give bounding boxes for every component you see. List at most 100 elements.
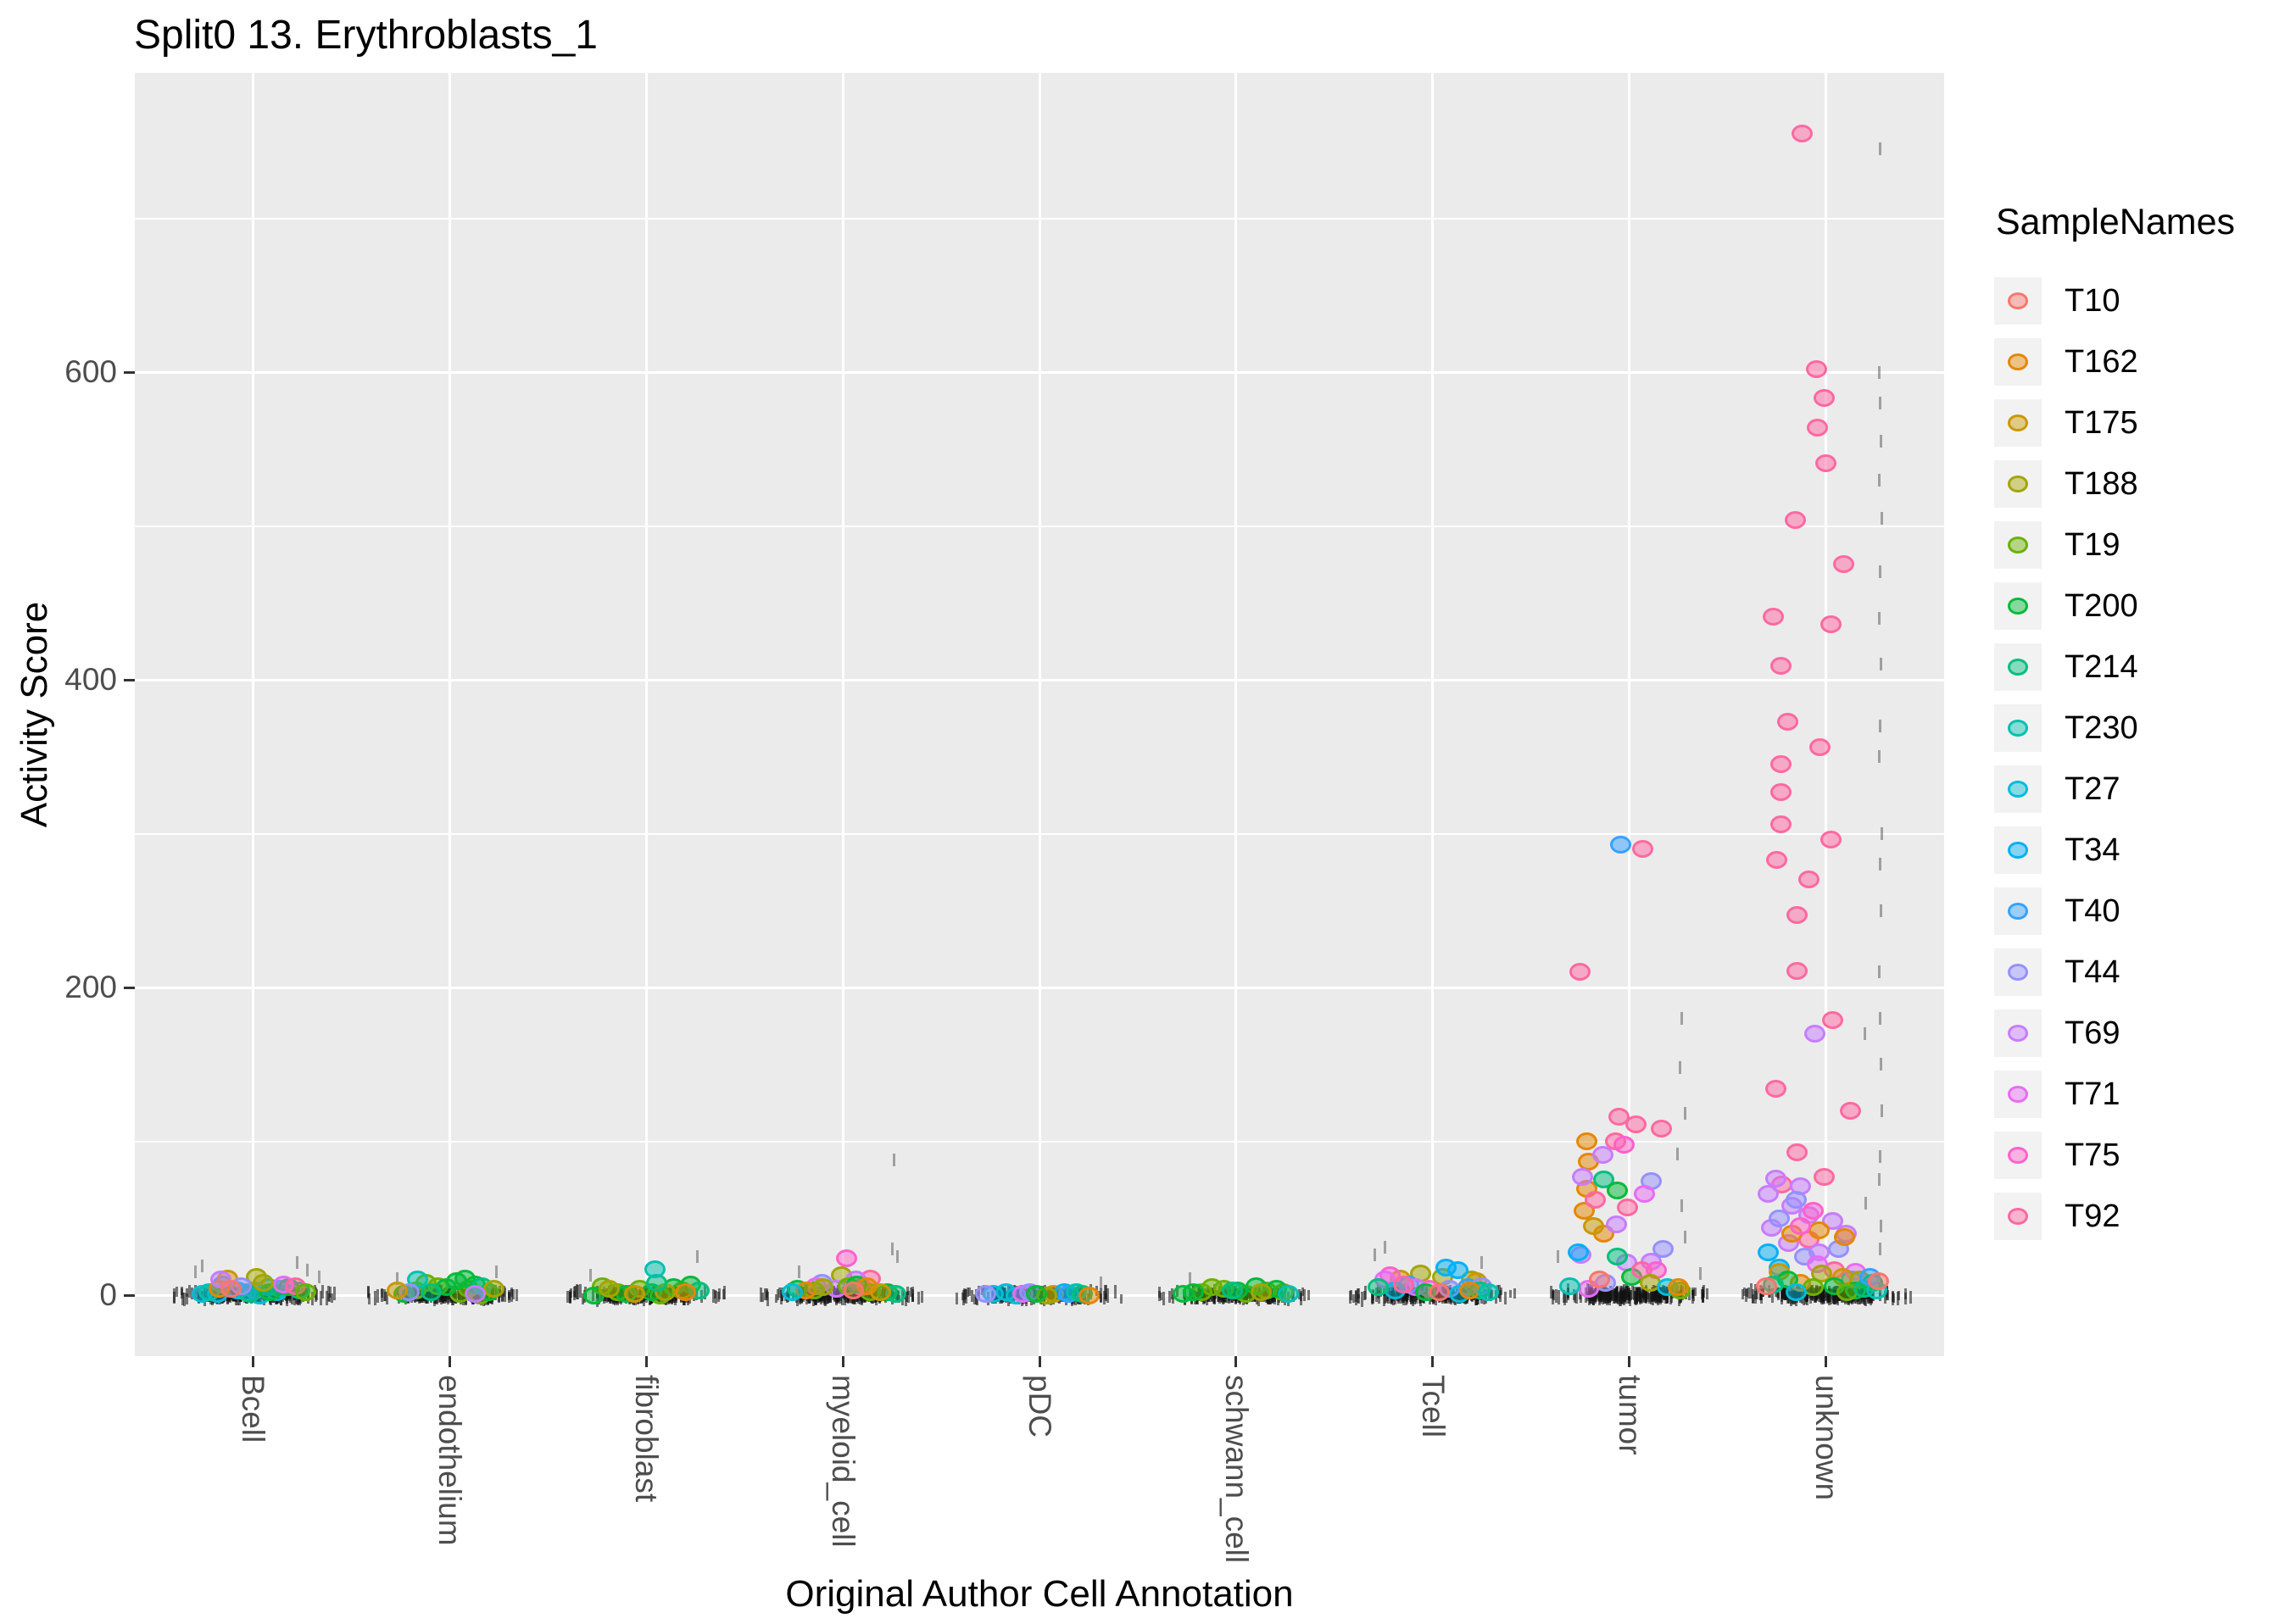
band-tick bbox=[1743, 1287, 1747, 1296]
x-axis-tick bbox=[841, 1356, 844, 1367]
legend-label: T175 bbox=[2065, 404, 2138, 441]
band-tick bbox=[573, 1286, 577, 1297]
legend-item-T27: T27 bbox=[1994, 765, 2296, 813]
data-point bbox=[252, 1273, 274, 1292]
band-tick bbox=[1601, 1292, 1604, 1304]
band-tick bbox=[1103, 1284, 1106, 1300]
data-point bbox=[1766, 850, 1788, 869]
legend-label: T19 bbox=[2065, 526, 2120, 563]
band-tick bbox=[1859, 1293, 1863, 1304]
legend-point-icon bbox=[2008, 414, 2028, 431]
x-tick-label-Tcell: Tcell bbox=[1415, 1375, 1451, 1438]
data-point bbox=[623, 1284, 645, 1303]
band-tick bbox=[180, 1288, 183, 1299]
data-point bbox=[1770, 815, 1792, 834]
band-tick bbox=[181, 1293, 185, 1305]
data-point bbox=[220, 1280, 242, 1299]
band-tick bbox=[1555, 1288, 1558, 1303]
band-tick bbox=[1646, 1291, 1649, 1299]
data-point bbox=[1806, 359, 1828, 378]
band-tick bbox=[1635, 1293, 1638, 1304]
band-tick bbox=[825, 1292, 828, 1305]
data-point bbox=[464, 1284, 486, 1303]
legend-label: T230 bbox=[2065, 709, 2138, 746]
band-tick bbox=[185, 1288, 188, 1297]
data-point bbox=[781, 1282, 803, 1301]
band-tick bbox=[1363, 1286, 1367, 1299]
stray-tick bbox=[1189, 1271, 1192, 1285]
band-tick bbox=[905, 1292, 908, 1306]
stray-tick bbox=[1880, 1058, 1883, 1071]
band-tick bbox=[1753, 1284, 1757, 1299]
stray-tick bbox=[890, 1243, 894, 1256]
data-point bbox=[1585, 1190, 1607, 1209]
band-tick bbox=[1106, 1288, 1110, 1304]
legend-point-icon bbox=[2008, 598, 2028, 615]
band-tick bbox=[1820, 1286, 1824, 1299]
band-tick bbox=[503, 1288, 506, 1302]
x-tick-label-tumor: tumor bbox=[1612, 1375, 1647, 1455]
band-tick bbox=[1552, 1290, 1555, 1304]
band-tick bbox=[712, 1288, 716, 1303]
data-point bbox=[1758, 1243, 1780, 1261]
band-tick bbox=[1307, 1290, 1311, 1300]
legend-label: T34 bbox=[2065, 831, 2120, 868]
legend-key bbox=[1994, 1132, 2042, 1179]
stray-tick bbox=[1879, 396, 1882, 409]
band-tick bbox=[1609, 1286, 1613, 1300]
band-tick bbox=[713, 1289, 716, 1299]
legend-key bbox=[1994, 277, 2042, 325]
legend-key bbox=[1994, 826, 2042, 874]
band-tick bbox=[1503, 1291, 1507, 1305]
stray-tick bbox=[1878, 365, 1881, 379]
legend: SampleNames T10 T162 T175 T188 T19 T200 T214 T2… bbox=[1994, 202, 2296, 1254]
stray-tick bbox=[1880, 1219, 1883, 1232]
stray-tick bbox=[588, 1268, 592, 1282]
legend-point-icon bbox=[2008, 781, 2028, 798]
band-tick bbox=[1628, 1292, 1631, 1306]
grid-major-x bbox=[841, 73, 844, 1356]
data-point bbox=[1632, 840, 1654, 859]
band-tick bbox=[1870, 1294, 1873, 1304]
band-tick bbox=[1624, 1283, 1628, 1299]
band-tick bbox=[1822, 1293, 1825, 1304]
band-tick bbox=[1218, 1292, 1221, 1303]
stray-tick bbox=[1374, 1249, 1377, 1262]
band-tick bbox=[1350, 1290, 1353, 1300]
band-tick bbox=[188, 1285, 192, 1299]
band-tick bbox=[1619, 1288, 1622, 1298]
band-tick bbox=[1497, 1285, 1501, 1299]
data-point bbox=[1770, 657, 1792, 676]
data-point bbox=[1576, 1132, 1598, 1150]
plot-panel bbox=[135, 73, 1944, 1356]
data-point bbox=[1278, 1284, 1300, 1303]
data-point bbox=[420, 1282, 442, 1301]
legend-label: T200 bbox=[2065, 587, 2138, 624]
data-point bbox=[1804, 1024, 1826, 1043]
data-point bbox=[294, 1282, 316, 1301]
legend-point-icon bbox=[2008, 1086, 2028, 1103]
x-axis-title: Original Author Cell Annotation bbox=[785, 1573, 1294, 1615]
legend-key bbox=[1994, 1009, 2042, 1057]
band-tick bbox=[763, 1288, 766, 1300]
stray-tick bbox=[1879, 719, 1882, 732]
stray-tick bbox=[895, 1250, 899, 1264]
stray-tick bbox=[1878, 473, 1881, 487]
data-point bbox=[1809, 738, 1831, 757]
stray-tick bbox=[1879, 565, 1882, 579]
legend-item-T188: T188 bbox=[1994, 460, 2296, 508]
legend-label: T69 bbox=[2065, 1015, 2120, 1051]
data-point bbox=[1625, 1115, 1647, 1134]
band-tick bbox=[1613, 1289, 1616, 1304]
data-point bbox=[1765, 1169, 1787, 1187]
band-tick bbox=[1572, 1288, 1575, 1300]
band-tick bbox=[1705, 1288, 1708, 1300]
band-tick bbox=[383, 1289, 387, 1301]
band-tick bbox=[376, 1289, 380, 1303]
band-tick bbox=[1637, 1288, 1641, 1301]
legend-label: T44 bbox=[2065, 954, 2120, 990]
data-point bbox=[835, 1249, 857, 1267]
band-tick bbox=[1608, 1288, 1611, 1298]
data-point bbox=[644, 1260, 666, 1278]
y-axis-tick bbox=[124, 678, 135, 681]
